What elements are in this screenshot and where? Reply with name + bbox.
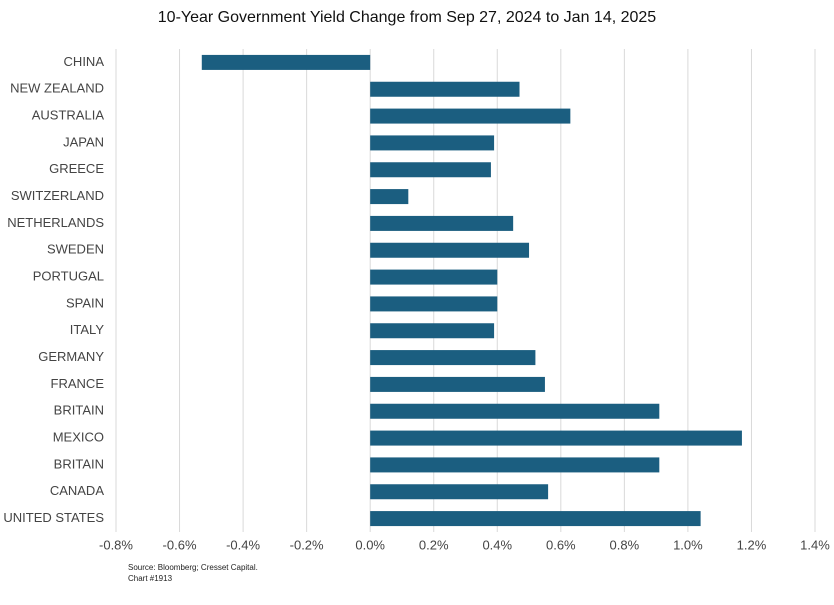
bar (370, 269, 498, 285)
bar (201, 54, 371, 70)
y-tick-label: AUSTRALIA (32, 108, 105, 123)
y-tick-label: JAPAN (63, 134, 104, 149)
chart-title: 10-Year Government Yield Change from Sep… (158, 9, 657, 26)
y-tick-label: UNITED STATES (3, 510, 104, 525)
y-tick-label: GERMANY (38, 349, 104, 364)
x-tick-label: 1.0% (673, 537, 703, 552)
x-tick-label: 0.2% (419, 537, 449, 552)
bar (370, 376, 545, 392)
y-tick-label: BRITAIN (54, 456, 104, 471)
bar (370, 430, 742, 446)
y-tick-label: CANADA (50, 483, 105, 498)
bar (370, 215, 514, 231)
bar (370, 162, 491, 178)
x-tick-label: 0.8% (610, 537, 640, 552)
y-tick-label: SPAIN (66, 295, 104, 310)
bar (370, 511, 701, 527)
bar (370, 484, 549, 500)
x-tick-label: -0.4% (226, 537, 260, 552)
y-tick-label: SWEDEN (47, 242, 104, 257)
y-tick-label: NETHERLANDS (7, 215, 104, 230)
x-tick-label: -0.6% (163, 537, 197, 552)
bar (370, 242, 530, 258)
y-tick-label: ITALY (70, 322, 105, 337)
y-tick-label: NEW ZEALAND (10, 81, 104, 96)
bar (370, 457, 660, 473)
source-note: Source: Bloomberg; Cresset Capital. (128, 563, 258, 572)
y-tick-label: PORTUGAL (33, 269, 104, 284)
bar (370, 189, 409, 205)
x-tick-label: -0.2% (290, 537, 324, 552)
bar (370, 296, 498, 312)
y-tick-label: SWITZERLAND (11, 188, 104, 203)
x-tick-label: 0.6% (546, 537, 576, 552)
chart-id: Chart #1913 (128, 574, 173, 583)
x-tick-label: 1.2% (737, 537, 767, 552)
bar (370, 350, 536, 366)
y-tick-label: FRANCE (51, 376, 105, 391)
bar (370, 135, 495, 151)
y-tick-label: GREECE (49, 161, 104, 176)
bar (370, 81, 520, 97)
bar (370, 323, 495, 339)
x-tick-label: -0.8% (99, 537, 133, 552)
y-tick-label: MEXICO (53, 430, 104, 445)
bar (370, 403, 660, 419)
x-tick-label: 0.4% (482, 537, 512, 552)
bar (370, 108, 571, 124)
y-tick-label: BRITAIN (54, 403, 104, 418)
x-tick-label: 0.0% (355, 537, 385, 552)
x-tick-label: 1.4% (800, 537, 830, 552)
y-tick-label: CHINA (64, 54, 105, 69)
